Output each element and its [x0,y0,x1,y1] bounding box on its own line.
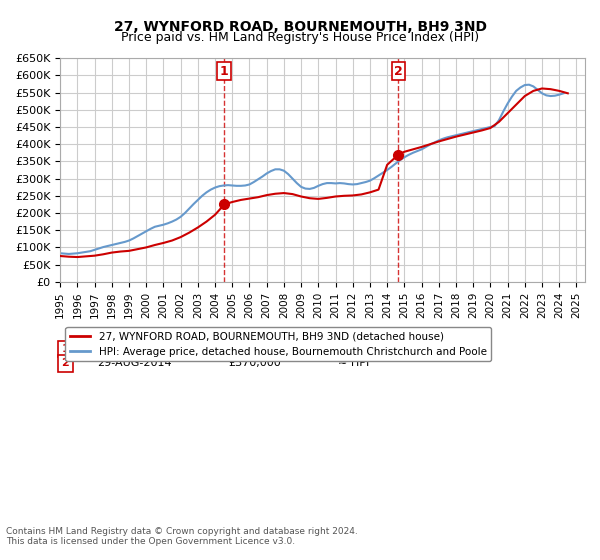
Text: ≈ HPI: ≈ HPI [338,358,370,368]
Text: 27, WYNFORD ROAD, BOURNEMOUTH, BH9 3ND: 27, WYNFORD ROAD, BOURNEMOUTH, BH9 3ND [113,20,487,34]
Text: 1: 1 [220,65,229,78]
Text: 2: 2 [62,358,70,368]
Text: Contains HM Land Registry data © Crown copyright and database right 2024.
This d: Contains HM Land Registry data © Crown c… [6,526,358,546]
Text: Price paid vs. HM Land Registry's House Price Index (HPI): Price paid vs. HM Land Registry's House … [121,31,479,44]
Text: £370,000: £370,000 [228,358,281,368]
Text: 29-AUG-2014: 29-AUG-2014 [97,358,172,368]
Text: £225,000: £225,000 [228,344,281,354]
Text: 2: 2 [394,65,403,78]
Text: 1: 1 [62,344,70,354]
Text: 23% ↓ HPI: 23% ↓ HPI [338,344,398,354]
Legend: 27, WYNFORD ROAD, BOURNEMOUTH, BH9 3ND (detached house), HPI: Average price, det: 27, WYNFORD ROAD, BOURNEMOUTH, BH9 3ND (… [65,327,491,361]
Text: 16-JUL-2004: 16-JUL-2004 [97,344,165,354]
